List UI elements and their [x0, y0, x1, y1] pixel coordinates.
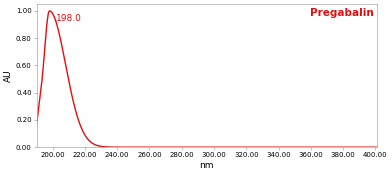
X-axis label: nm: nm [200, 161, 214, 170]
Y-axis label: AU: AU [4, 69, 13, 82]
Text: 198.0: 198.0 [56, 14, 82, 22]
Text: Pregabalin: Pregabalin [310, 9, 374, 18]
